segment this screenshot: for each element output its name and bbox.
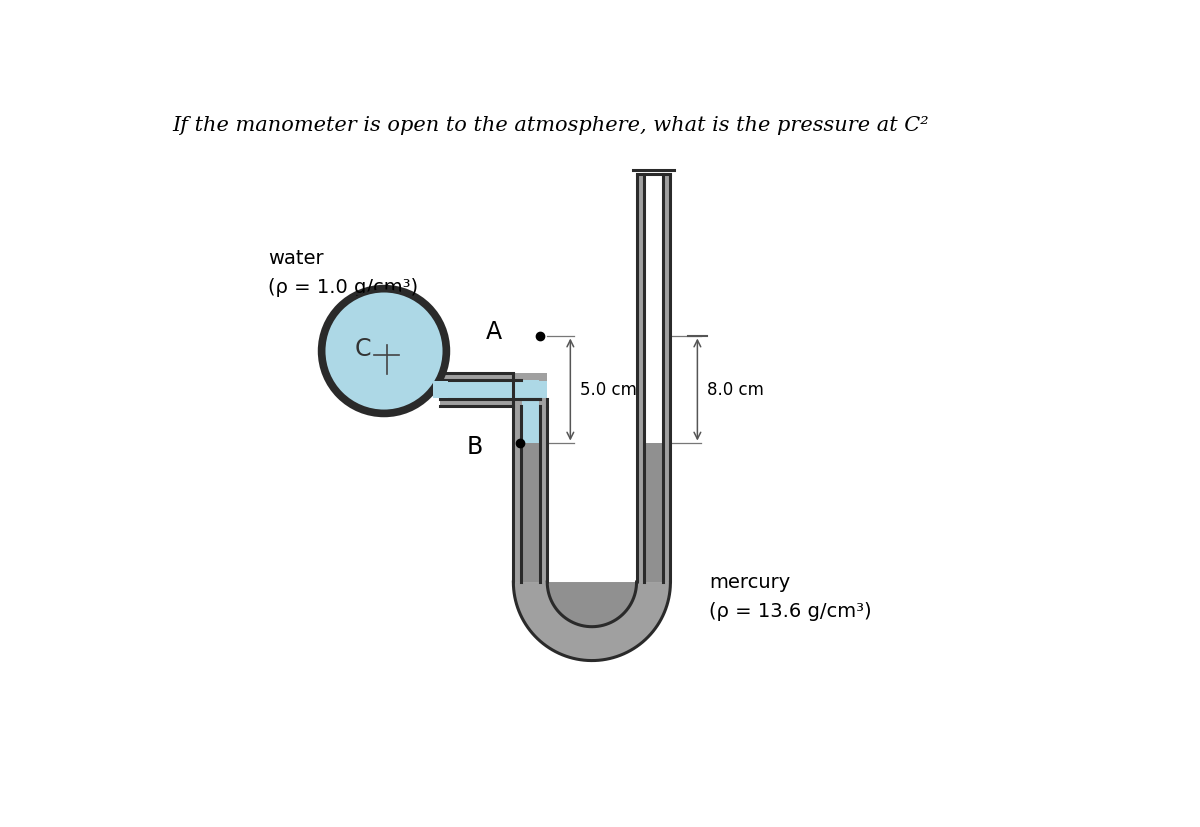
- Text: A: A: [486, 320, 502, 344]
- Circle shape: [318, 284, 450, 418]
- Bar: [644, 174, 662, 582]
- Bar: [646, 443, 662, 582]
- Bar: [636, 174, 671, 582]
- Bar: [432, 381, 448, 398]
- Bar: [514, 390, 547, 582]
- Bar: [521, 390, 540, 582]
- Polygon shape: [539, 582, 646, 626]
- Bar: [440, 380, 547, 399]
- Text: water: water: [269, 249, 324, 268]
- Text: 5.0 cm: 5.0 cm: [580, 380, 636, 399]
- Text: mercury: mercury: [709, 572, 790, 591]
- Bar: [440, 381, 547, 398]
- Bar: [514, 373, 547, 406]
- Bar: [440, 373, 547, 406]
- Bar: [522, 380, 539, 443]
- Text: B: B: [467, 435, 482, 459]
- Text: C: C: [355, 337, 372, 361]
- Text: If the manometer is open to the atmosphere, what is the pressure at C²: If the manometer is open to the atmosphe…: [173, 116, 929, 135]
- Text: (ρ = 13.6 g/cm³): (ρ = 13.6 g/cm³): [709, 602, 871, 621]
- Polygon shape: [540, 582, 644, 627]
- Text: (ρ = 1.0 g/cm³): (ρ = 1.0 g/cm³): [269, 279, 419, 298]
- Text: 8.0 cm: 8.0 cm: [707, 380, 763, 399]
- Bar: [522, 443, 539, 582]
- Circle shape: [324, 291, 444, 411]
- Polygon shape: [514, 582, 671, 661]
